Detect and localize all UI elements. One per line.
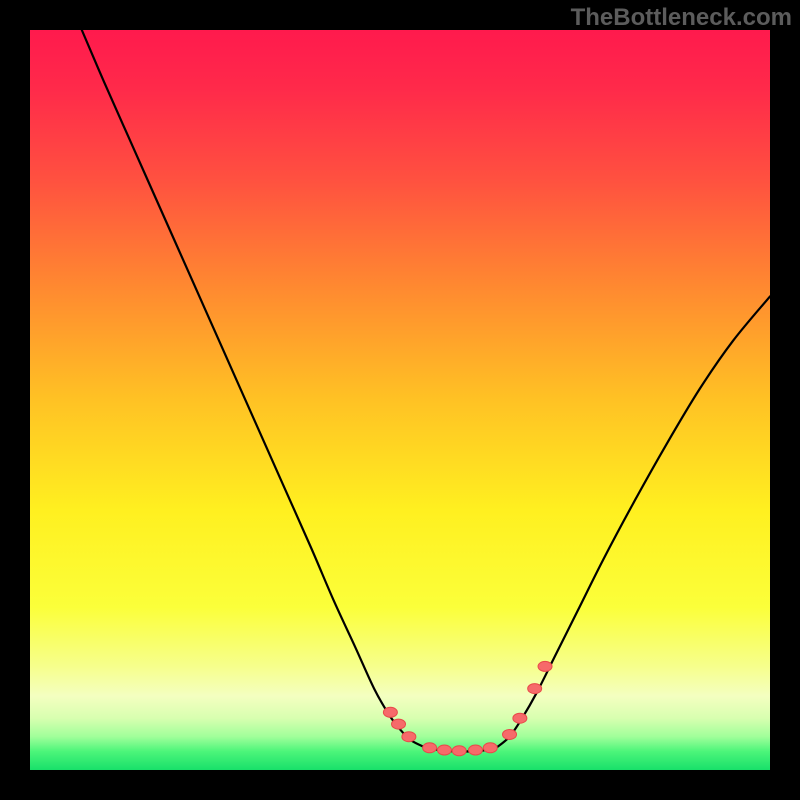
marker-point xyxy=(437,745,451,755)
marker-point xyxy=(513,713,527,723)
marker-point xyxy=(452,746,466,756)
marker-point xyxy=(528,684,542,694)
marker-point xyxy=(383,707,397,717)
marker-point xyxy=(402,732,416,742)
marker-point xyxy=(483,743,497,753)
curve-left-arm xyxy=(82,30,426,748)
marker-point xyxy=(392,719,406,729)
marker-point xyxy=(423,743,437,753)
chart-frame: TheBottleneck.com xyxy=(0,0,800,800)
bottleneck-curve-chart xyxy=(30,30,770,770)
curve-right-arm xyxy=(496,296,770,747)
marker-point xyxy=(538,661,552,671)
marker-point xyxy=(468,745,482,755)
marker-point xyxy=(503,729,517,739)
watermark-text: TheBottleneck.com xyxy=(571,4,792,32)
